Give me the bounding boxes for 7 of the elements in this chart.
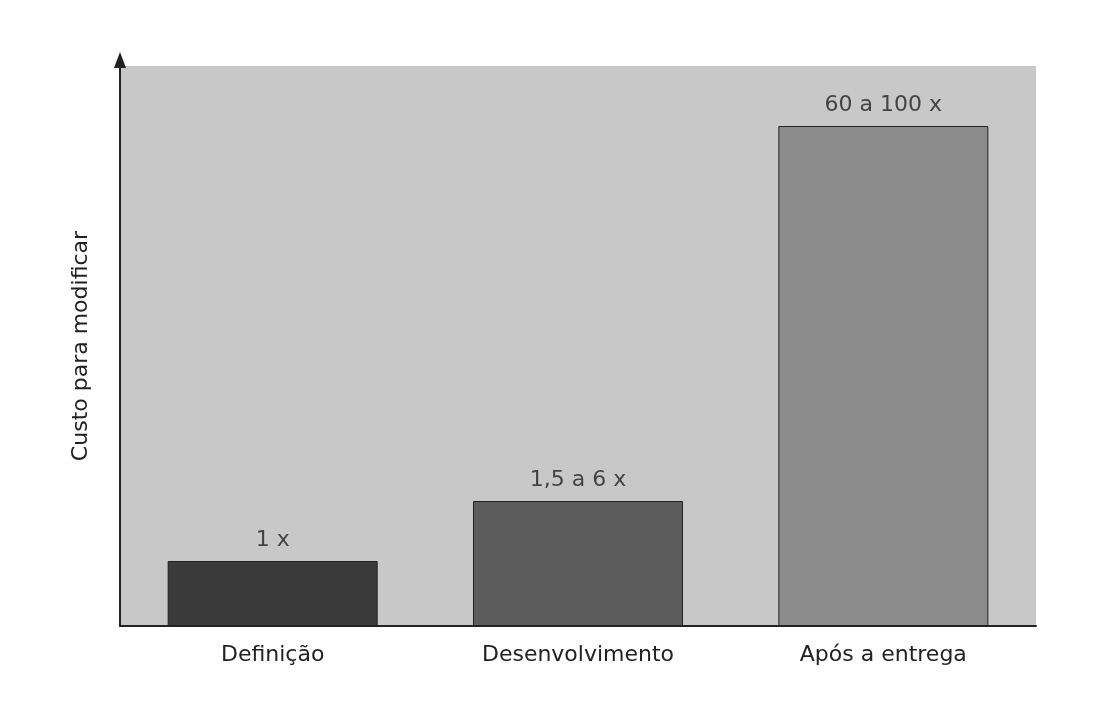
annotation: 1,5 a 6 x <box>529 465 627 491</box>
y-axis-title: Custo para modificar <box>66 229 92 462</box>
x-tick-label: Desenvolvimento <box>481 640 675 666</box>
annotation: 60 a 100 x <box>824 90 943 116</box>
annotation: 1 x <box>255 525 290 551</box>
x-tick-label: Definição <box>220 640 325 666</box>
x-tick-label: Após a entrega <box>799 640 967 666</box>
